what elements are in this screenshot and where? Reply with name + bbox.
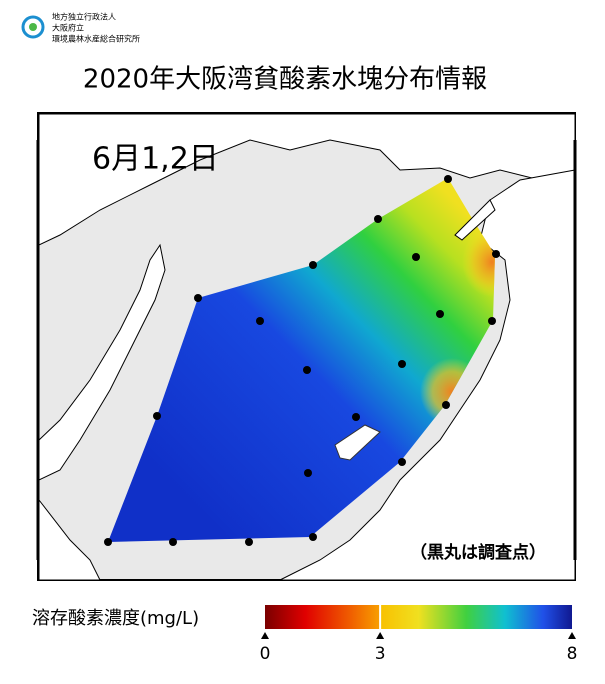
station [309, 533, 317, 541]
station [303, 366, 311, 374]
colorbar-tick [261, 632, 269, 639]
colorbar-tick [376, 632, 385, 639]
station [256, 317, 264, 325]
station [492, 250, 500, 258]
station [412, 253, 420, 261]
station [194, 294, 202, 302]
station [352, 413, 360, 421]
colorbar-scale [265, 605, 572, 629]
org-line: 環境農林水産総合研究所 [52, 34, 140, 44]
station [169, 538, 177, 546]
station [442, 401, 450, 409]
station [153, 412, 161, 420]
station [245, 538, 253, 546]
colorbar-tick [568, 632, 576, 639]
colorbar-tick-label: 3 [375, 644, 386, 664]
map-note: （黒丸は調査点） [410, 542, 546, 563]
station [436, 310, 444, 318]
colorbar-tick-label: 0 [260, 644, 271, 664]
station [398, 360, 406, 368]
station [488, 317, 496, 325]
title: 2020年大阪湾貧酸素水塊分布情報 [83, 65, 487, 95]
map: 6月1,2日 （黒丸は調査点） [36, 112, 577, 581]
org-line: 大阪府立 [52, 23, 84, 33]
station [309, 261, 317, 269]
station [304, 469, 312, 477]
map-date: 6月1,2日 [92, 142, 219, 177]
colorbar: 溶存酸素濃度(mg/L) 0 3 8 [32, 605, 577, 664]
station [444, 175, 452, 183]
logo: 地方独立行政法人 大阪府立 環境農林水産総合研究所 [21, 12, 140, 44]
station [374, 215, 382, 223]
station [104, 538, 112, 546]
colorbar-label: 溶存酸素濃度(mg/L) [32, 608, 199, 629]
station [398, 458, 406, 466]
colorbar-tick-label: 8 [567, 644, 578, 664]
org-line: 地方独立行政法人 [52, 12, 116, 22]
